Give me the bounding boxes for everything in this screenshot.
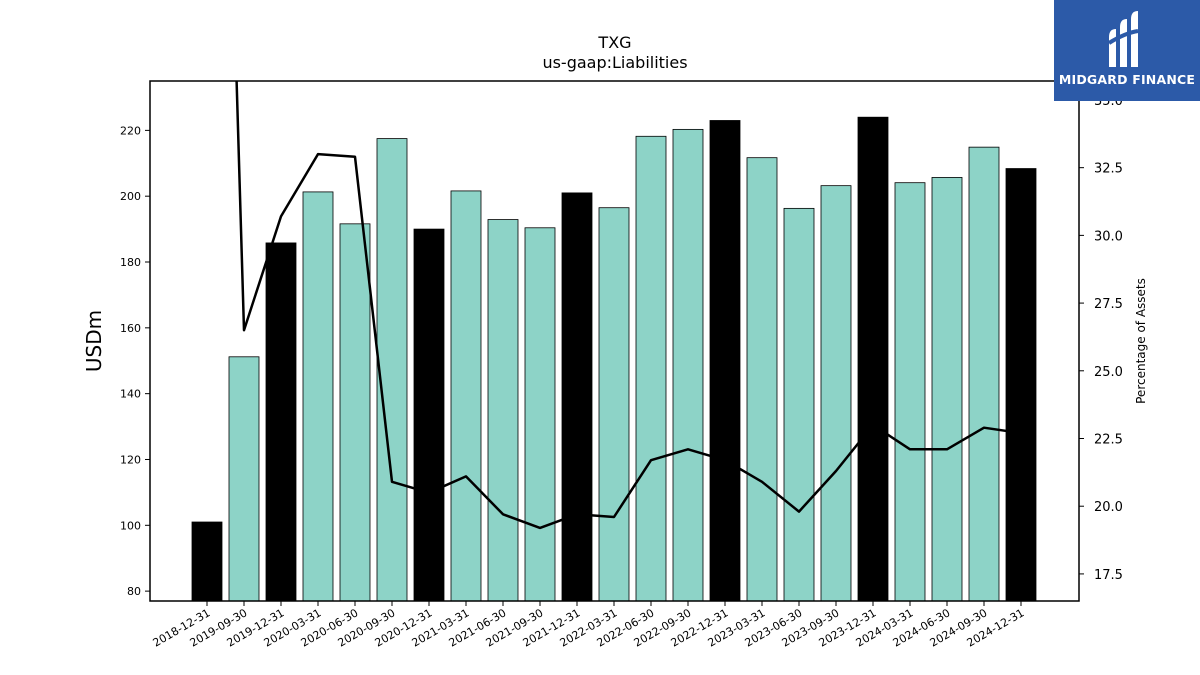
bar-2022-06-30 xyxy=(635,135,667,602)
bar-2022-03-31 xyxy=(598,207,630,602)
bar-2020-06-30 xyxy=(339,223,371,602)
y2-tick-label: 17.5 xyxy=(1094,568,1123,583)
line-group xyxy=(235,80,1022,530)
y2-tick-label: 25.0 xyxy=(1094,365,1123,380)
y-tick-label: 140 xyxy=(120,388,141,401)
bar-group xyxy=(191,116,1037,602)
y-tick-label: 200 xyxy=(120,190,141,203)
bar-2023-09-30 xyxy=(820,185,852,602)
midgard-finance-logo: MIDGARD FINANCE xyxy=(1054,0,1200,101)
logo-text: MIDGARD FINANCE xyxy=(1058,72,1196,87)
bar-2024-06-30 xyxy=(931,177,963,602)
percentage-line xyxy=(235,80,1022,530)
bar-2020-09-30 xyxy=(376,138,408,602)
y2-tick-label: 20.0 xyxy=(1094,500,1123,515)
bar-2023-06-30 xyxy=(783,207,815,602)
bar-2021-06-30 xyxy=(487,219,519,602)
y2-axis-label: Percentage of Assets xyxy=(1134,278,1148,404)
y-tick-label: 160 xyxy=(120,322,141,335)
y-tick-label: 120 xyxy=(120,453,141,466)
y-tick-label: 220 xyxy=(120,124,141,137)
bar-2019-09-30 xyxy=(228,356,260,602)
y2-tick-label: 30.0 xyxy=(1094,229,1123,244)
bar-2024-12-31 xyxy=(1005,168,1037,602)
y-axis-ticks: 80 100 120 140 160 180 200 220 xyxy=(120,124,150,598)
y-tick-label: 100 xyxy=(120,519,141,532)
bar-2022-09-30 xyxy=(672,128,704,602)
bar-2023-12-31 xyxy=(857,116,889,602)
bar-2023-03-31 xyxy=(746,157,778,602)
y-tick-label: 180 xyxy=(120,256,141,269)
bar-2020-12-31 xyxy=(413,228,445,602)
bar-2022-12-31 xyxy=(709,120,741,602)
bar-2018-12-31 xyxy=(191,521,223,602)
bar-2021-03-31 xyxy=(450,190,482,602)
y-axis-label: USDm xyxy=(82,310,106,372)
chart-subtitle: us-gaap:Liabilities xyxy=(542,53,687,72)
bar-2024-09-30 xyxy=(968,146,1000,602)
chart-title: TXG xyxy=(597,33,631,52)
bar-2024-03-31 xyxy=(894,182,926,602)
y2-tick-label: 22.5 xyxy=(1094,433,1123,448)
x-axis-ticks: 2018-12-312019-09-302019-12-312020-03-31… xyxy=(151,601,1027,650)
bar-2019-12-31 xyxy=(265,242,297,602)
bar-2021-12-31 xyxy=(561,192,593,602)
bar-2020-03-31 xyxy=(302,191,334,602)
y-tick-label: 80 xyxy=(127,585,141,598)
y2-tick-label: 27.5 xyxy=(1094,297,1123,312)
bar-2021-09-30 xyxy=(524,227,556,602)
y2-axis-ticks: 17.520.022.525.027.530.032.535.0 xyxy=(1079,94,1123,583)
y2-tick-label: 32.5 xyxy=(1094,162,1123,177)
logo-mark-icon xyxy=(1107,11,1139,67)
